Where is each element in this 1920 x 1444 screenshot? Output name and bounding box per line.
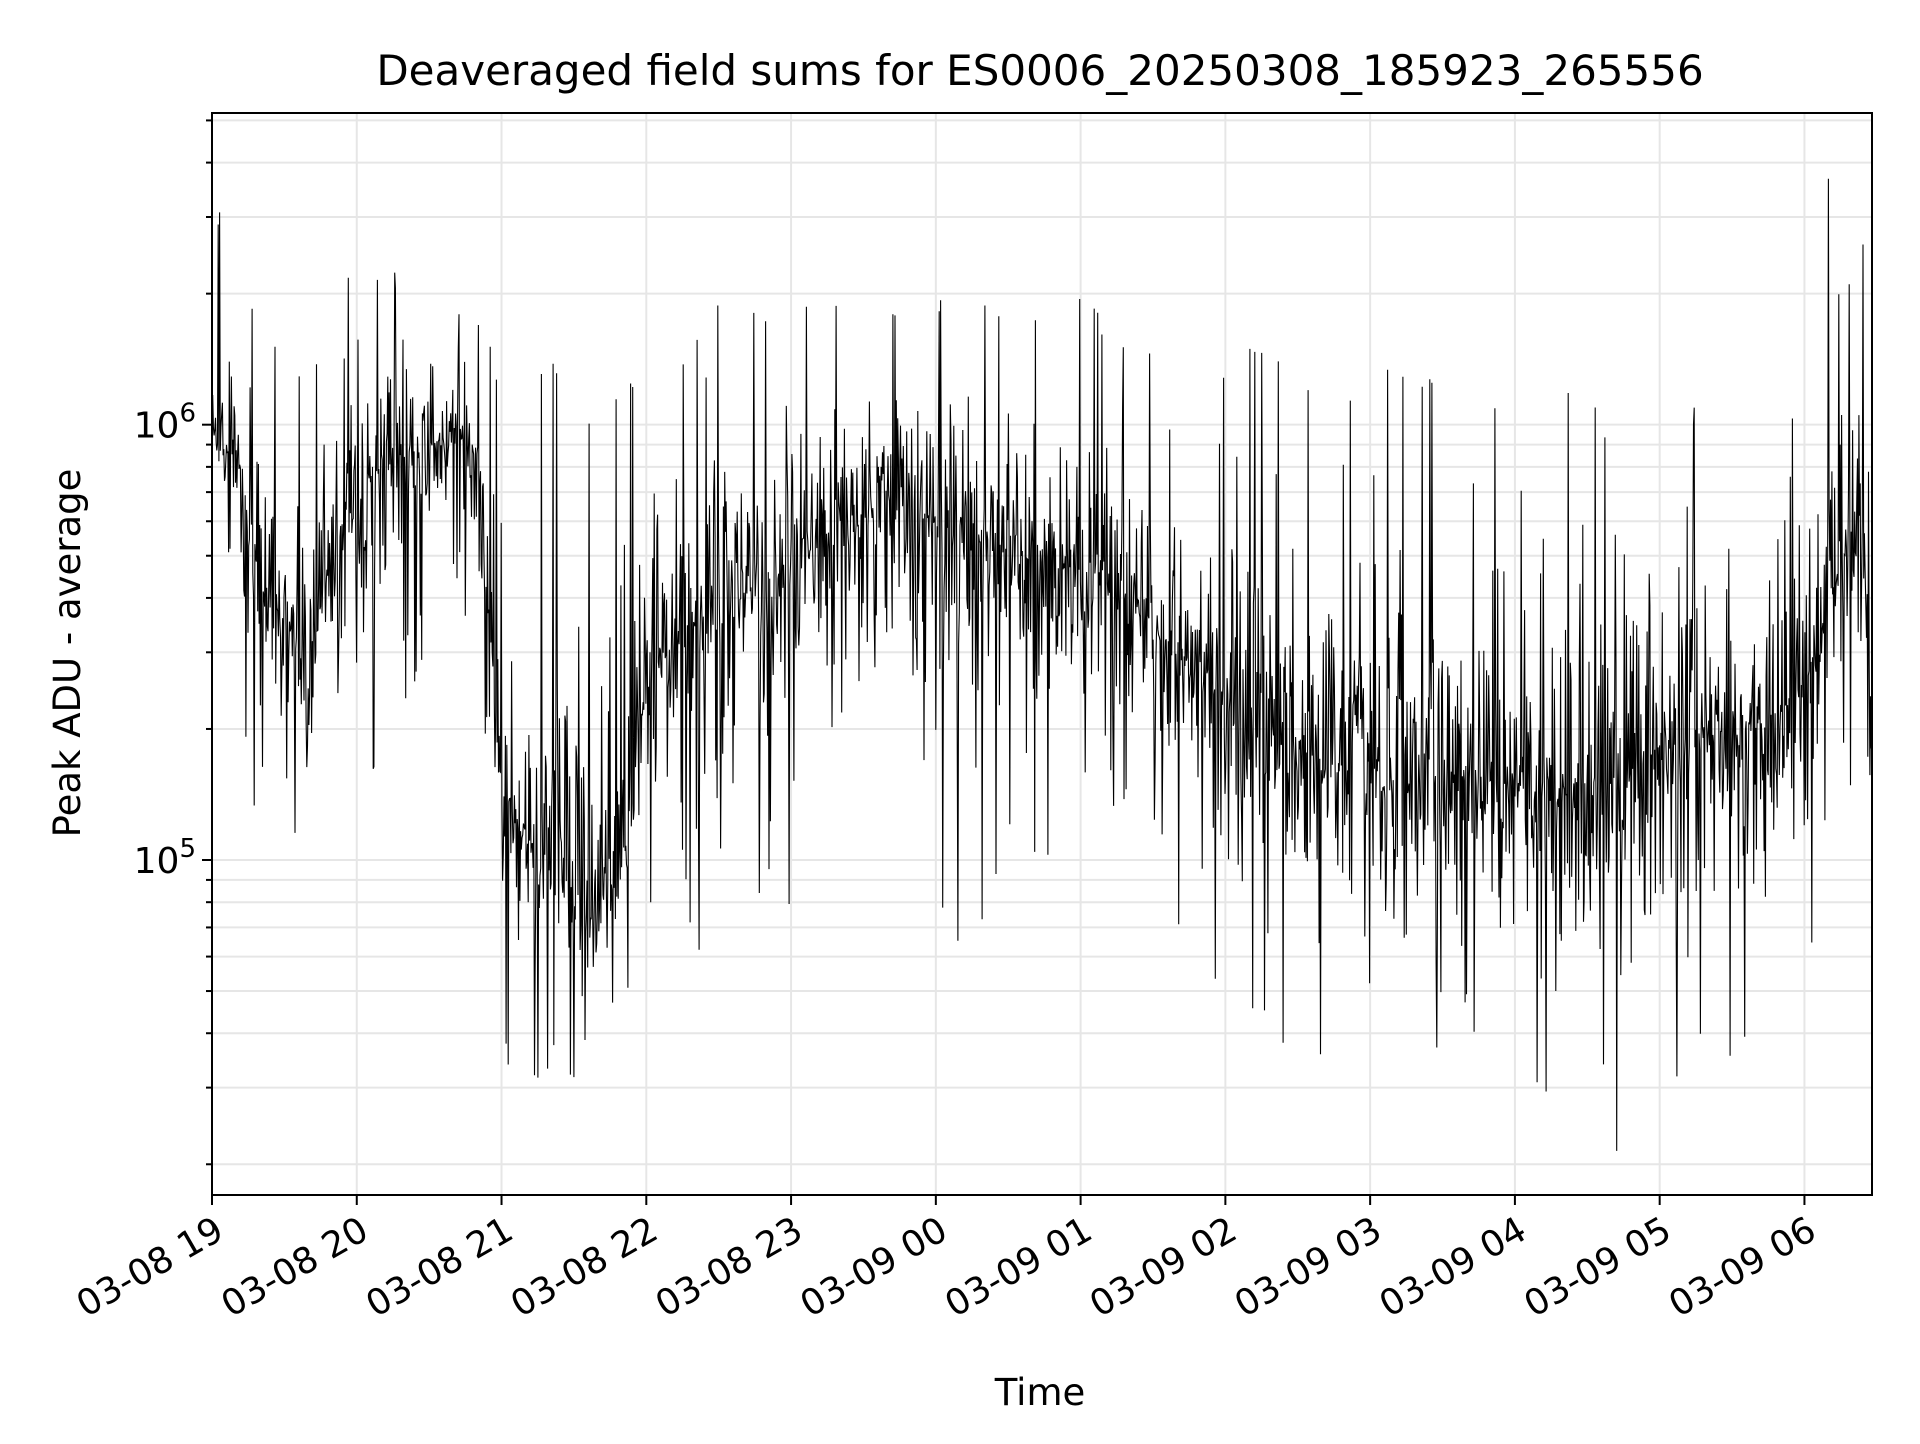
plot-frame <box>211 112 1873 1196</box>
x-axis-label: Time <box>994 1371 1086 1414</box>
y-tick-label-exponent: 6 <box>179 399 196 429</box>
series-line <box>211 178 1873 1151</box>
data-layer <box>211 178 1873 1151</box>
y-axis-label: Peak ADU - average <box>46 469 89 838</box>
y-tick-label-exponent: 5 <box>179 834 196 864</box>
y-tick-label-base: 10 <box>134 841 180 882</box>
chart-title: Deaveraged field sums for ES0006_2025030… <box>376 46 1703 95</box>
y-tick-label-base: 10 <box>134 406 180 447</box>
y-tick-label: 106 <box>134 399 196 447</box>
y-tick-label: 105 <box>134 834 196 882</box>
